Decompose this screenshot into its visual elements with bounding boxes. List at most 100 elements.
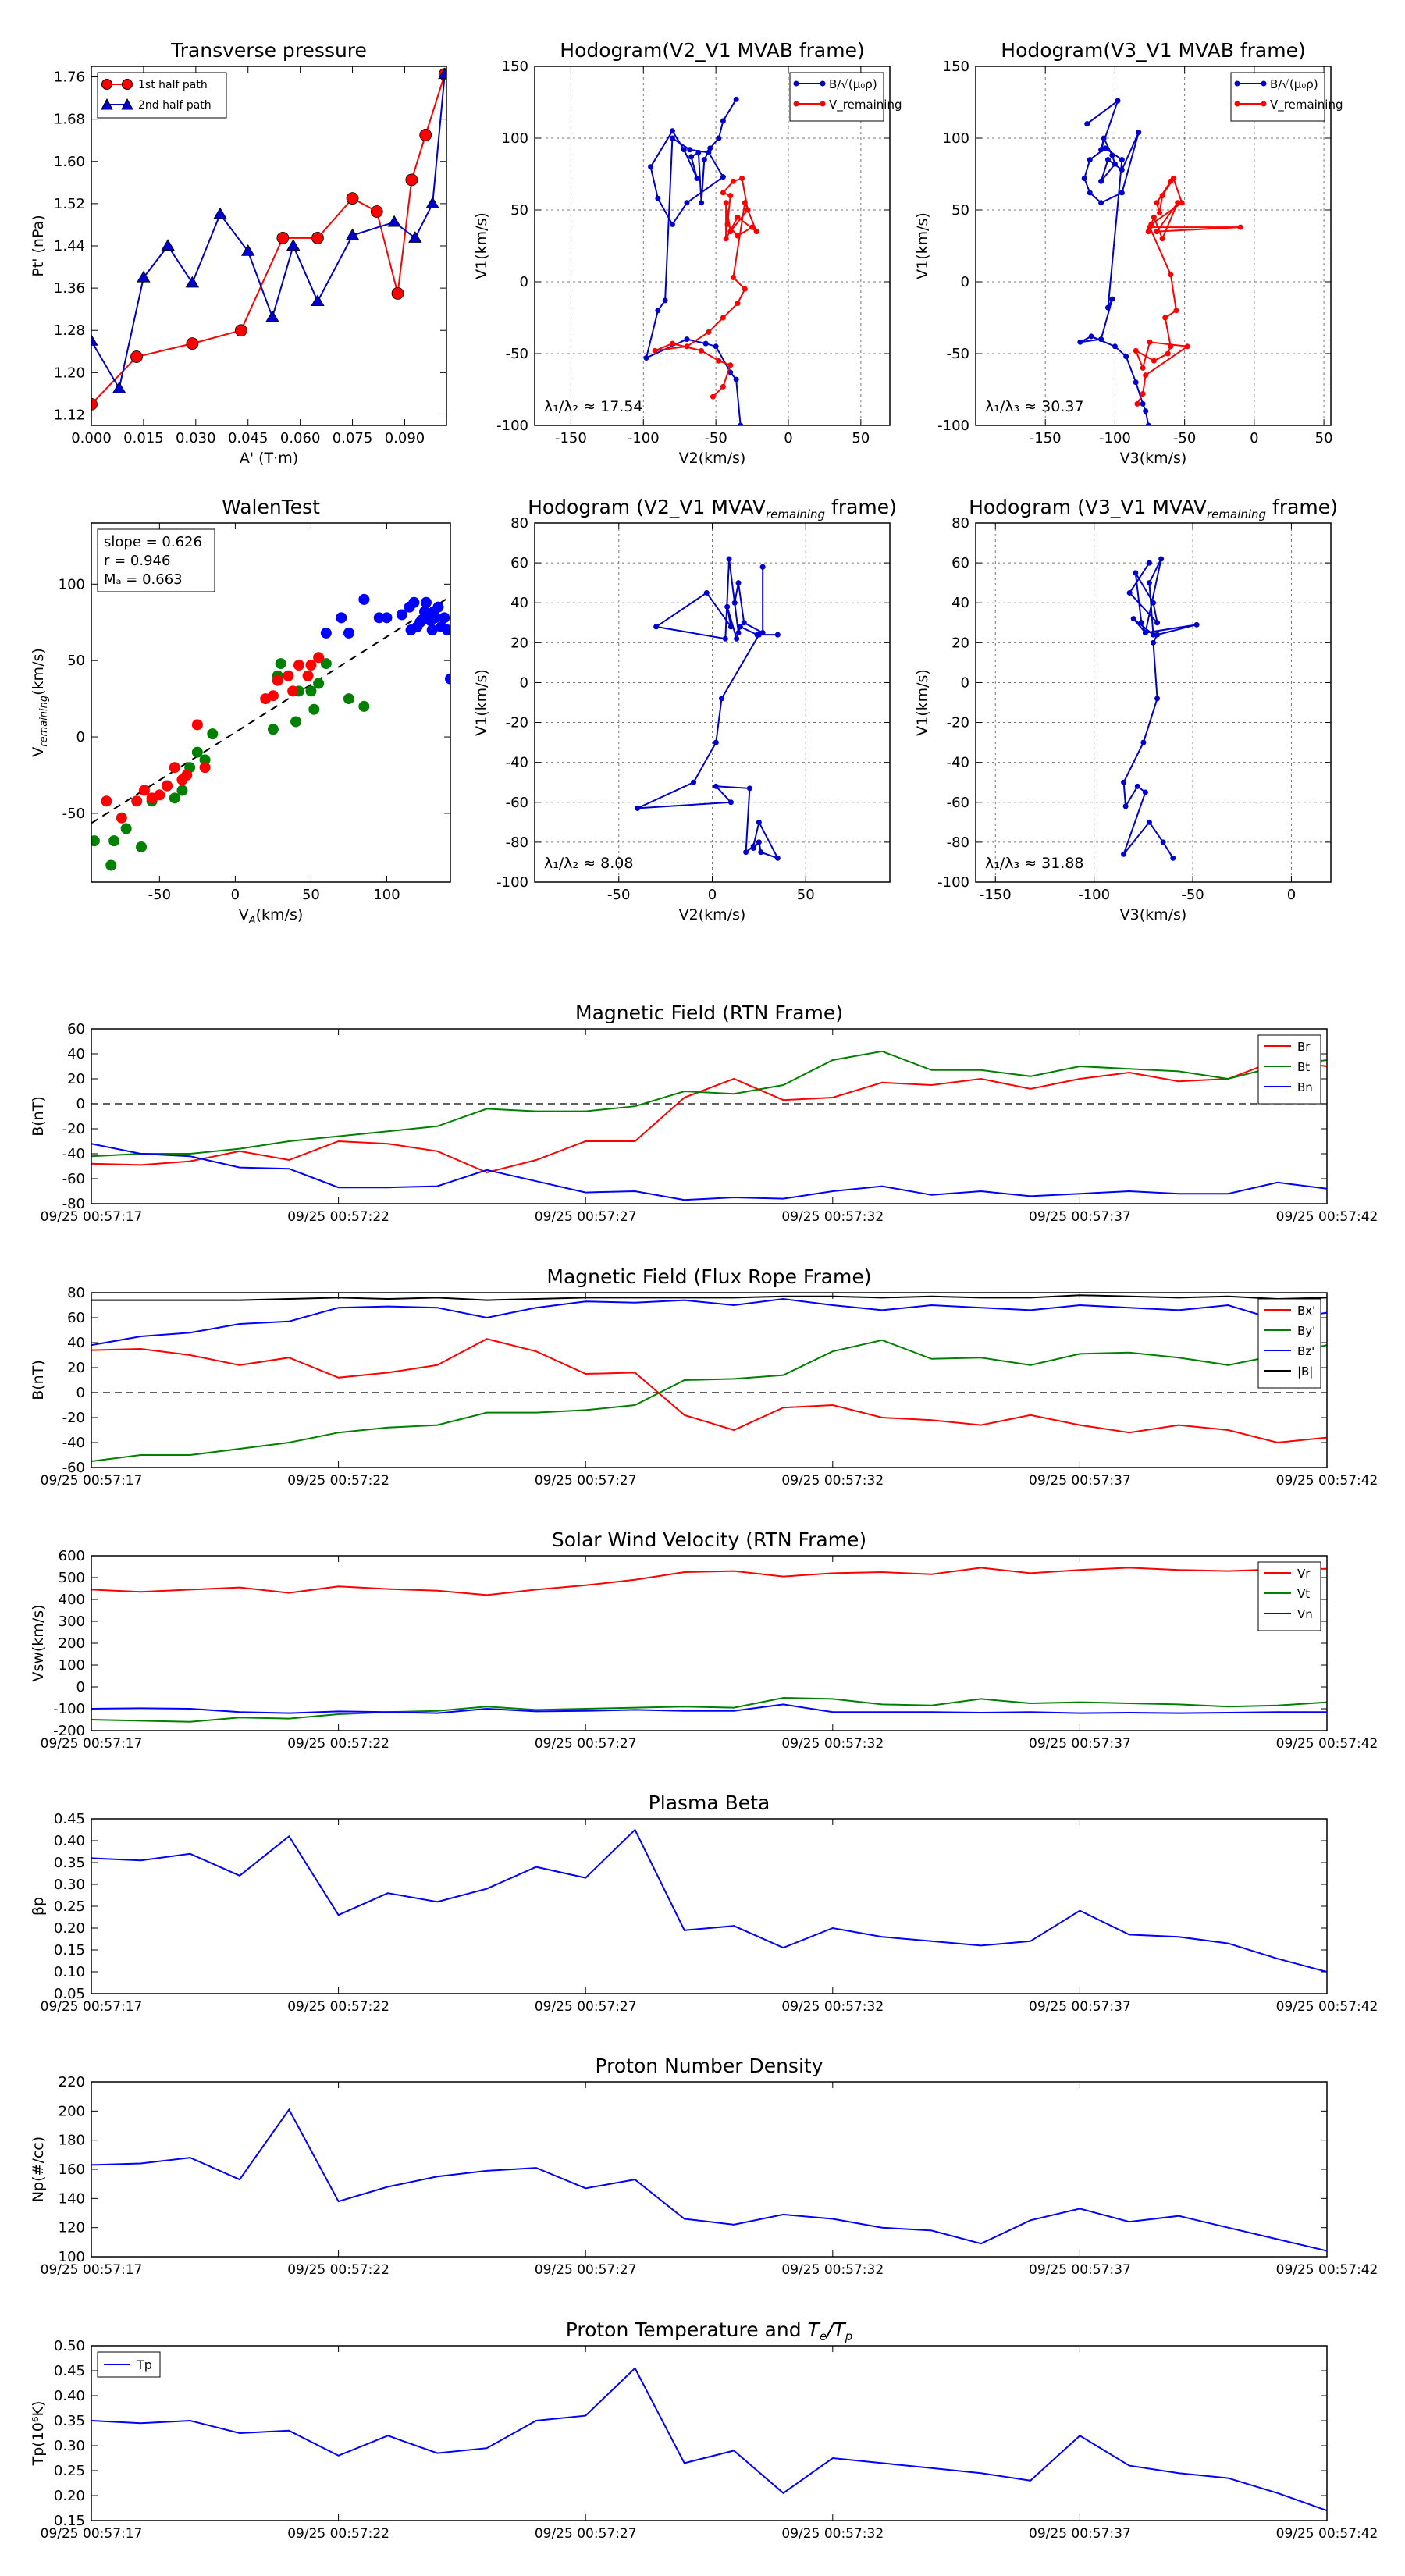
data-point-B/√(μ₀ρ): [707, 145, 713, 151]
x-tick-label: 09/25 00:57:32: [781, 1473, 884, 1489]
data-point-V: [713, 783, 719, 789]
data-point-B/√(μ₀ρ): [1098, 147, 1104, 153]
legend-label: V_remaining: [829, 98, 902, 112]
legend-label: |B|: [1297, 1364, 1313, 1379]
x-axis-label: V2(km/s): [679, 906, 746, 923]
y-tick-label: -20: [947, 715, 969, 731]
data-point-V_remaining: [1170, 176, 1176, 182]
data-point-2nd half path: [311, 294, 325, 307]
data-point-V_remaining: [1162, 315, 1168, 321]
data-point-V: [774, 855, 781, 861]
legend-label: B/√(μ₀ρ): [1270, 77, 1318, 91]
series-line-Np: [91, 2108, 1327, 2252]
x-tick-label: 09/25 00:57:32: [781, 1736, 884, 1752]
data-point-V: [1154, 620, 1161, 626]
ratio-annotation: λ₁/λ₂ ≈ 17.54: [544, 398, 643, 415]
data-point-B/√(μ₀ρ): [1145, 422, 1151, 425]
x-tick-label: -50: [704, 430, 727, 447]
title-math-sub: p: [845, 2329, 853, 2343]
data-point-2nd half path: [345, 228, 360, 240]
chart-title: Hodogram(V3_V1 MVAB frame): [1001, 39, 1305, 62]
series-line-beta: [91, 1828, 1327, 1973]
data-point-green: [305, 685, 317, 697]
x-tick-label: 0.090: [385, 430, 425, 447]
plot-frame: [91, 2081, 1328, 2258]
series-line-Bx': [91, 1338, 1327, 1444]
data-point-B/√(μ₀ρ): [1077, 339, 1083, 345]
y-axis-label: βp: [30, 1897, 47, 1916]
data-point-V: [1151, 600, 1156, 606]
data-point-B/√(μ₀ρ): [1119, 190, 1125, 196]
data-point-2nd half path: [387, 215, 401, 227]
legend-label: By': [1297, 1324, 1315, 1338]
data-point-V: [1160, 839, 1166, 845]
x-tick-label: 09/25 00:57:22: [287, 1999, 389, 2015]
data-point-B/√(μ₀ρ): [1140, 400, 1146, 407]
plot-frame: [91, 1818, 1328, 1994]
y-tick-label: 0.40: [54, 2388, 85, 2404]
y-tick-label: 120: [59, 2220, 85, 2236]
y-axis-label: Vremaining(km/s): [30, 648, 50, 757]
x-axis-label: V2(km/s): [679, 450, 746, 467]
title-math: /T: [825, 2318, 846, 2341]
y-axis-label: Pt' (nPa): [30, 215, 47, 276]
y-tick-label: 1.44: [54, 238, 85, 254]
data-point-B/√(μ₀ρ): [1119, 166, 1125, 173]
x-tick-label: 09/25 00:57:42: [1276, 2262, 1378, 2278]
x-tick-label: -50: [1173, 430, 1196, 447]
x-tick-label: 50: [1315, 430, 1333, 447]
data-point-V_remaining: [1159, 236, 1165, 242]
legend-label: 1st half path: [138, 79, 208, 91]
legend-label: Vt: [1297, 1587, 1310, 1601]
x-tick-label: 09/25 00:57:22: [287, 2526, 389, 2542]
data-point-V_remaining: [1143, 372, 1149, 379]
series-line-|B|: [91, 1294, 1327, 1301]
y-axis-label: V1(km/s): [473, 669, 490, 736]
data-point-red: [305, 660, 317, 671]
chart-bfield_rtn: Magnetic Field (RTN Frame) 09/25 00:57:17…: [30, 1002, 1378, 1225]
x-axis-label-sub: A: [248, 915, 256, 927]
legend-marker: [121, 98, 133, 110]
data-point-V: [713, 739, 719, 745]
y-tick-label: 0: [520, 674, 528, 691]
data-point-red: [302, 670, 314, 681]
data-point-V_remaining: [706, 329, 712, 335]
data-point-V: [1138, 620, 1144, 626]
data-point-V_remaining: [730, 274, 736, 280]
x-tick-label: 09/25 00:57:22: [287, 1209, 389, 1225]
data-point-red: [267, 690, 279, 702]
data-point-blue: [396, 609, 407, 621]
chart-hodo_v2_mvav: Hodogram (V2_V1 MVAVremaining frame) -50 0…: [473, 496, 897, 923]
y-tick-label: -20: [506, 715, 528, 731]
data-point-V: [756, 819, 762, 825]
data-point-V: [1142, 789, 1148, 795]
data-point-V_remaining: [749, 224, 756, 230]
data-point-V_remaining: [1168, 343, 1174, 350]
legend-label: Vn: [1297, 1607, 1313, 1621]
data-point-V_remaining: [1147, 224, 1153, 230]
data-point-B/√(μ₀ρ): [681, 147, 687, 153]
x-tick-label: 0: [1250, 430, 1258, 447]
x-tick-label: -50: [1181, 887, 1204, 903]
data-point-blue: [373, 612, 385, 624]
plot-frame: [91, 522, 451, 883]
data-layer: [1121, 556, 1200, 861]
legend-box: [97, 72, 227, 119]
data-point-red: [287, 685, 299, 697]
y-tick-label: 0: [76, 1096, 85, 1112]
chart-title: WalenTest: [222, 496, 320, 518]
data-point-V_remaining: [652, 347, 658, 354]
data-point-green: [108, 835, 120, 847]
legend-marker: [1261, 80, 1267, 87]
x-tick-label: 09/25 00:57:17: [41, 2262, 143, 2278]
data-point-B/√(μ₀ρ): [738, 422, 744, 425]
x-axis-label: A' (T·m): [240, 450, 298, 467]
plot-frame: [975, 66, 1332, 426]
data-point-B/√(μ₀ρ): [733, 96, 739, 102]
plot-frame: [91, 1028, 1328, 1204]
x-tick-label: 09/25 00:57:22: [287, 1473, 389, 1489]
data-point-V_remaining: [1179, 200, 1185, 206]
x-tick-label: 09/25 00:57:42: [1276, 1473, 1378, 1489]
y-tick-label: 0.35: [54, 2413, 85, 2429]
data-point-V: [746, 785, 752, 792]
